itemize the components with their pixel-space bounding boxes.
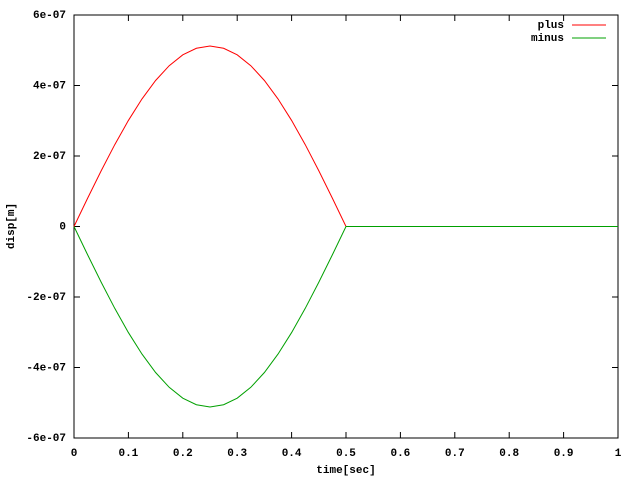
y-tick-label: 4e-07 [33,80,66,92]
y-tick-label: 6e-07 [33,10,66,22]
x-tick-label: 0.7 [445,448,465,460]
x-tick-label: 0.9 [554,448,574,460]
x-tick-label: 0.3 [227,448,247,460]
legend-label: minus [531,33,564,45]
x-tick-label: 0.5 [336,448,356,460]
x-tick-label: 0 [71,448,78,460]
x-tick-label: 0.4 [282,448,302,460]
y-tick-label: -6e-07 [26,433,66,445]
y-tick-label: -4e-07 [26,362,66,374]
x-tick-label: 1 [615,448,622,460]
series-line [73,226,618,408]
x-axis-label: time[sec] [316,465,375,477]
y-tick-label: 2e-07 [33,151,66,163]
y-axis-label: disp[m] [6,203,18,249]
y-tick-label: -2e-07 [26,292,66,304]
x-tick-label: 0.2 [173,448,193,460]
y-tick-label: 0 [59,221,66,233]
x-tick-label: 0.8 [499,448,519,460]
series-line [73,45,618,227]
x-tick-label: 0.6 [390,448,410,460]
legend-label: plus [538,20,564,32]
x-tick-label: 0.1 [118,448,138,460]
